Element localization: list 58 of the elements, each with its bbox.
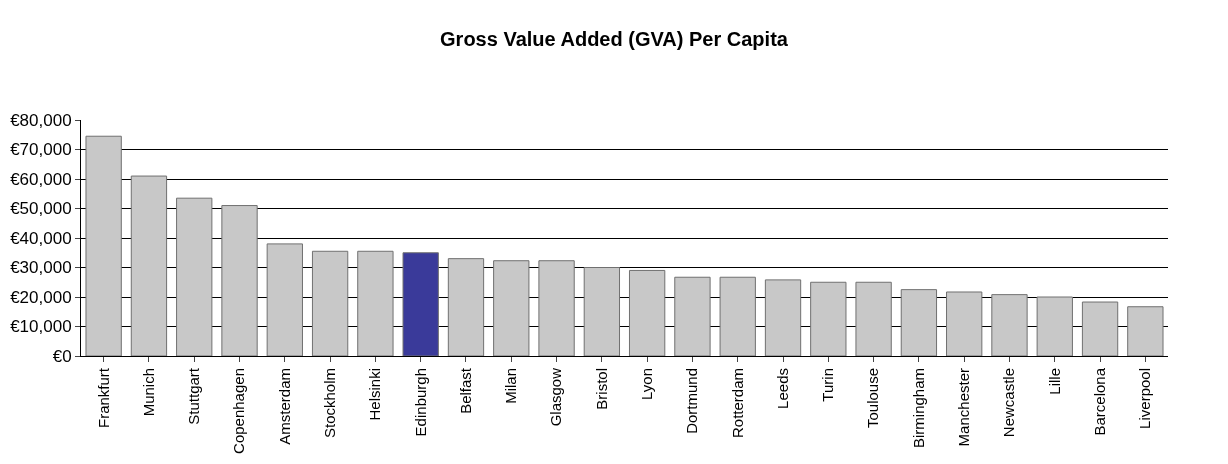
x-tick-label: Stuttgart: [185, 367, 203, 425]
x-tick-label: Munich: [139, 368, 157, 417]
x-tick-label: Glasgow: [547, 367, 565, 427]
bar: [311, 250, 349, 356]
bar: [946, 291, 983, 356]
bar: [357, 250, 394, 356]
y-tick-label: €70,000: [10, 140, 72, 160]
bar: [628, 269, 666, 356]
bar: [1036, 296, 1073, 356]
y-tick-label: €30,000: [10, 258, 72, 278]
bar: [583, 267, 621, 356]
bar: [900, 289, 938, 356]
bar: [493, 260, 530, 356]
x-tick-label: Belfast: [456, 367, 474, 414]
x-tick-label: Newcastle: [1000, 368, 1018, 438]
bar: [176, 197, 213, 356]
bar: [402, 252, 439, 356]
x-tick-label: Frankfurt: [94, 367, 112, 429]
x-tick-label: Barcelona: [1090, 367, 1108, 436]
x-tick-label: Birmingham: [909, 368, 927, 449]
x-tick-label: Copenhagen: [230, 368, 248, 454]
bar: [810, 281, 847, 356]
bar: [266, 243, 303, 356]
y-tick-label: €0: [52, 346, 72, 366]
x-tick-label: Amsterdam: [275, 368, 293, 445]
x-tick-label: Edinburgh: [411, 368, 429, 437]
bar: [855, 281, 892, 356]
x-tick-label: Leeds: [773, 368, 791, 409]
bar: [1081, 301, 1119, 356]
y-tick-label: €10,000: [10, 317, 72, 337]
bar: [85, 135, 122, 356]
bar: [991, 294, 1028, 356]
y-tick-label: €50,000: [10, 199, 72, 219]
y-tick-label: €20,000: [10, 287, 72, 307]
x-tick-label: Milan: [502, 368, 520, 404]
chart-title: Gross Value Added (GVA) Per Capita: [440, 28, 789, 51]
x-tick-label: Manchester: [955, 368, 973, 447]
bar: [447, 258, 485, 356]
y-tick-label: €40,000: [10, 228, 72, 248]
bar: [674, 276, 711, 356]
x-tick-label: Bristol: [592, 368, 610, 410]
x-tick-label: Lille: [1045, 368, 1063, 395]
x-tick-label: Lyon: [638, 368, 656, 400]
x-tick-label: Dortmund: [683, 368, 701, 434]
x-tick-label: Rotterdam: [728, 368, 746, 439]
x-tick-label: Turin: [819, 368, 837, 402]
bar: [1127, 306, 1164, 356]
bar: [764, 279, 802, 356]
x-tick-label: Liverpool: [1136, 368, 1154, 429]
bar: [221, 205, 258, 356]
bar: [538, 260, 575, 356]
x-tick-label: Toulouse: [864, 368, 882, 429]
x-tick-label: Stockholm: [320, 368, 338, 439]
bar: [130, 175, 168, 356]
bar: [719, 276, 756, 356]
x-tick-label: Helsinki: [366, 368, 384, 421]
y-tick-label: €80,000: [10, 110, 72, 130]
y-tick-label: €60,000: [10, 169, 72, 189]
